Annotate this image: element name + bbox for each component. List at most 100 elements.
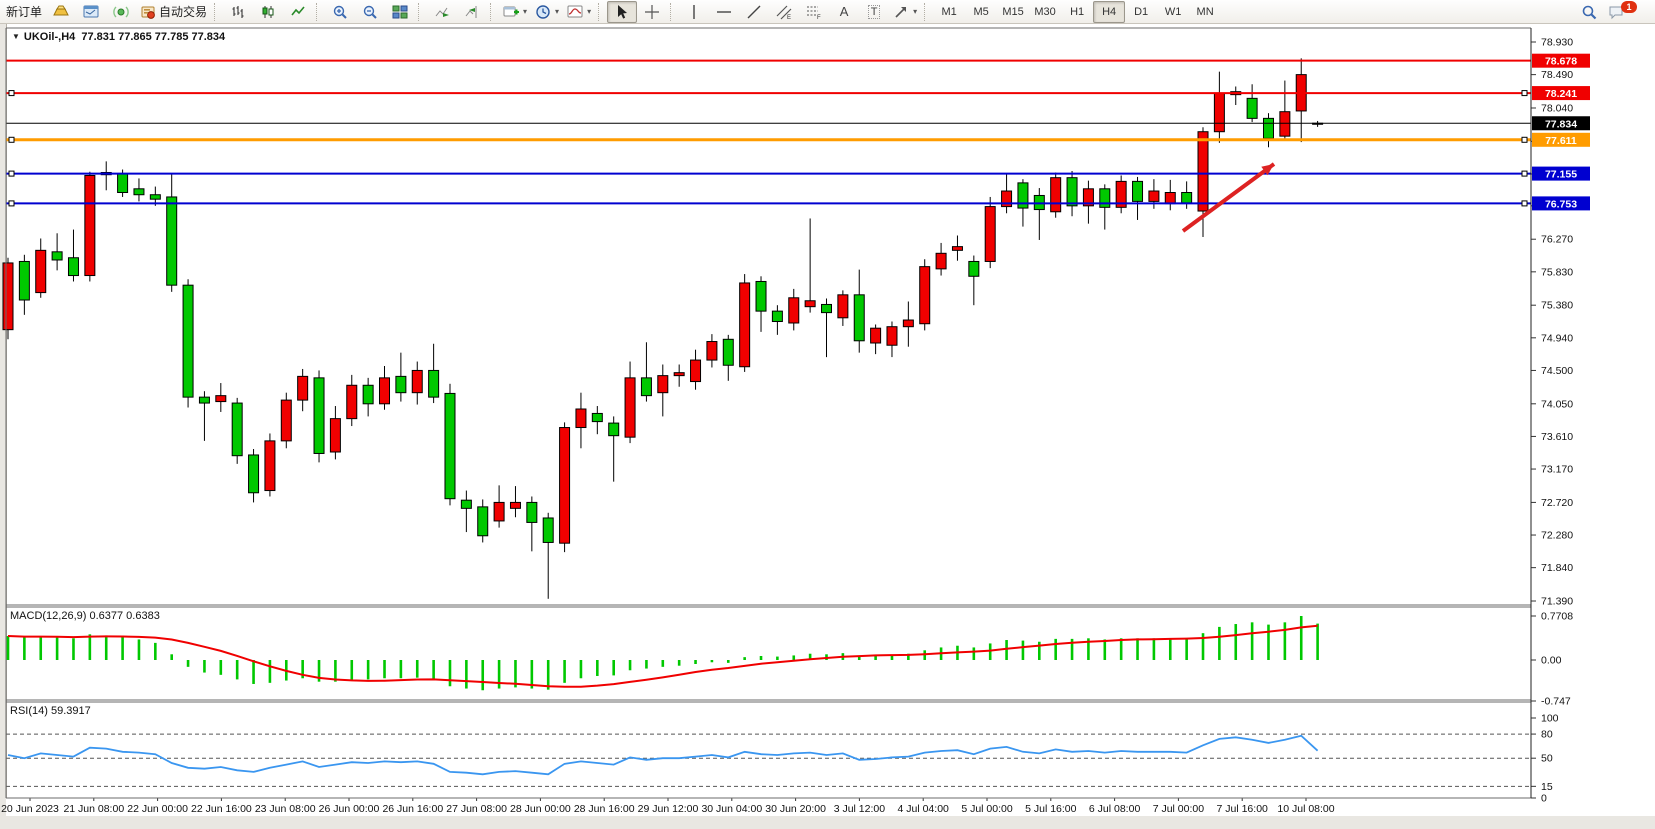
line-handle[interactable]: [8, 90, 15, 97]
time-axis-label: 22 Jun 00:00: [127, 803, 188, 815]
signal-icon: [113, 6, 129, 17]
terminal-button[interactable]: [76, 1, 106, 23]
signals-button[interactable]: [106, 1, 136, 23]
templates-button[interactable]: ▾: [563, 1, 595, 23]
candle-body: [1181, 192, 1193, 204]
text-tool-button[interactable]: A: [829, 1, 859, 23]
price-tick-label: 75.830: [1541, 266, 1573, 278]
price-line-76.753[interactable]: 76.753: [6, 196, 1590, 211]
line-handle[interactable]: [8, 200, 15, 207]
timeframe-button-M15[interactable]: M15: [1002, 5, 1024, 18]
candle-body: [51, 251, 63, 261]
auto-scroll-button[interactable]: [427, 1, 457, 23]
notifications-button[interactable]: 1: [1604, 0, 1647, 23]
timeframe-button-D1[interactable]: D1: [1134, 5, 1149, 18]
timeframe-button-M30[interactable]: M30: [1034, 5, 1056, 18]
new-chart-button[interactable]: ▾: [499, 1, 531, 23]
price-tick-label: 75.380: [1541, 300, 1573, 312]
time-axis-label: 4 Jul 04:00: [898, 803, 950, 815]
trendline-tool-button[interactable]: [739, 1, 769, 23]
timeframe-button-H4[interactable]: H4: [1093, 0, 1126, 23]
line-handle[interactable]: [1521, 170, 1528, 177]
arrows-tool-button[interactable]: ▾: [889, 1, 921, 23]
price-line-label-box: [1532, 116, 1590, 131]
candle-body: [1246, 97, 1258, 119]
channel-tool-button[interactable]: E: [769, 1, 799, 23]
cursor-tool-button[interactable]: [607, 0, 638, 23]
time-axis-label: 23 Jun 08:00: [255, 803, 316, 815]
text-label-tool-button[interactable]: T: [859, 1, 889, 23]
candle-body: [951, 246, 963, 251]
price-line-78.241[interactable]: 78.241: [6, 86, 1590, 101]
timeframe-button-M5[interactable]: M5: [973, 5, 989, 18]
time-axis-label: 21 Jun 08:00: [63, 803, 124, 815]
toolbar-right-group: 1: [1574, 0, 1647, 23]
candle-body: [1262, 117, 1274, 139]
terminal-window-icon: [83, 5, 99, 17]
candlestick-mode-button[interactable]: [253, 1, 283, 23]
time-axis-label: 7 Jul 16:00: [1217, 803, 1269, 815]
dropdown-caret-icon: ▾: [523, 7, 528, 16]
price-axis[interactable]: [1531, 28, 1655, 798]
timeframe-button-H1[interactable]: H1: [1070, 5, 1085, 18]
price-line-78.678[interactable]: 78.678: [6, 53, 1590, 68]
price-line-label-box: [1532, 53, 1590, 68]
candle-body: [84, 174, 96, 277]
indicators-template-icon: [567, 5, 583, 17]
zoom-out-icon: [363, 5, 377, 19]
search-button[interactable]: [1574, 1, 1604, 23]
candle-body: [2, 262, 14, 331]
trend-arrow-annotation[interactable]: [1181, 162, 1276, 233]
time-axis[interactable]: [6, 798, 1531, 816]
candle-body: [526, 501, 538, 523]
toolbar-separator: [924, 2, 929, 21]
candle-body: [379, 377, 391, 405]
auto-trading-icon: [141, 6, 155, 19]
crosshair-tool-button[interactable]: [637, 1, 667, 23]
bar-chart-mode-button[interactable]: [223, 1, 253, 23]
line-handle[interactable]: [8, 170, 15, 177]
tile-windows-button[interactable]: [385, 1, 415, 23]
horizontal-line-tool-button[interactable]: [709, 1, 739, 23]
periods-button[interactable]: ▾: [531, 1, 563, 23]
fibonacci-tool-button[interactable]: F: [799, 1, 829, 23]
auto-trading-button[interactable]: 自动交易: [136, 1, 211, 23]
line-handle[interactable]: [1521, 200, 1528, 207]
line-handle[interactable]: [1521, 90, 1528, 97]
rsi-line: [7, 734, 1319, 776]
timeframe-button-W1[interactable]: W1: [1164, 5, 1182, 18]
line-handle[interactable]: [1521, 136, 1528, 143]
toolbar-separator: [670, 2, 675, 21]
macd-scale-label: 0.7708: [1541, 611, 1573, 623]
price-line-77.155[interactable]: 77.155: [6, 166, 1590, 181]
candle-body: [1017, 182, 1029, 209]
time-axis-label: 28 Jun 00:00: [510, 803, 571, 815]
time-axis-label: 30 Jun 04:00: [701, 803, 762, 815]
new-order-label: 新订单: [6, 5, 43, 19]
trend-arrow-line[interactable]: [1181, 162, 1276, 233]
zoom-out-button[interactable]: [355, 1, 385, 23]
toolbar-separator: [598, 2, 603, 21]
price-line-77.834[interactable]: 77.834: [6, 116, 1590, 131]
chart-shift-button[interactable]: [457, 1, 487, 23]
candle-body: [182, 284, 194, 398]
dropdown-caret-icon: ▾: [587, 7, 592, 16]
new-order-button[interactable]: 新订单: [2, 1, 46, 23]
price-line-77.611[interactable]: 77.611: [6, 132, 1590, 147]
time-axis-label: 5 Jul 16:00: [1025, 803, 1077, 815]
main-toolbar: 新订单 自动交易: [0, 0, 1655, 24]
candle-body: [35, 249, 47, 294]
new-chart-icon: [503, 6, 520, 16]
gold-symbol-button[interactable]: [46, 1, 76, 23]
line-chart-mode-button[interactable]: [283, 1, 313, 23]
price-tick-label: 78.040: [1541, 102, 1573, 114]
macd-scale-label: -0.747: [1541, 696, 1571, 708]
candle-body: [984, 206, 996, 262]
vertical-line-tool-button[interactable]: [679, 1, 709, 23]
zoom-in-button[interactable]: [325, 1, 355, 23]
timeframe-button-M1[interactable]: M1: [941, 5, 957, 18]
line-handle[interactable]: [8, 136, 15, 143]
timeframe-button-MN[interactable]: MN: [1196, 5, 1214, 18]
price-line-label-box: [1532, 86, 1590, 101]
